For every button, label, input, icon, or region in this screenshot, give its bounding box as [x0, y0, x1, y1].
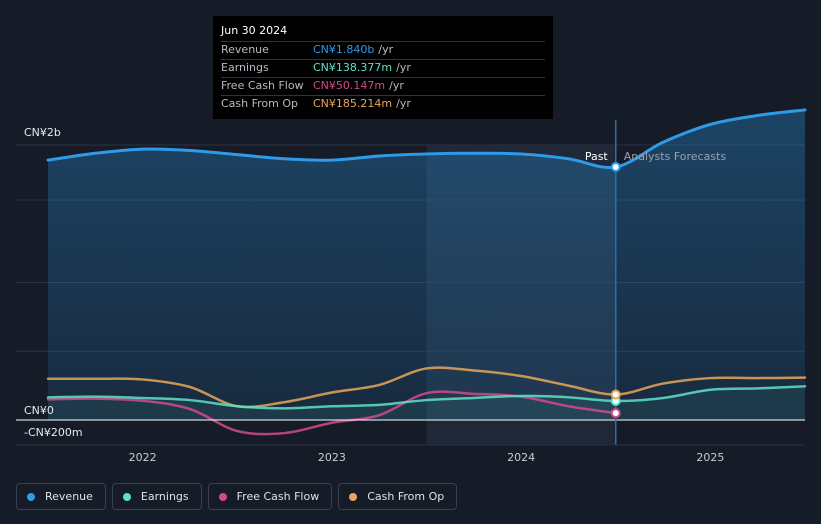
- tooltip-label: Revenue: [221, 43, 269, 56]
- tooltip-row-fcf: Free Cash Flow CN¥50.147m /yr: [221, 77, 545, 95]
- tooltip-unit: /yr: [389, 79, 404, 92]
- highlight-point-revenue: [610, 162, 621, 172]
- tooltip-label: Cash From Op: [221, 97, 299, 110]
- y-tick-label: CN¥0: [24, 404, 54, 417]
- past-label: Past: [585, 150, 609, 163]
- tooltip-row-earnings: Earnings CN¥138.377m /yr: [221, 59, 545, 77]
- tooltip-row-revenue: Revenue CN¥1.840b /yr: [221, 41, 545, 59]
- highlight-point-cfo: [610, 389, 621, 400]
- tooltip-unit: /yr: [378, 43, 394, 56]
- earnings-dot-icon: [122, 492, 131, 501]
- tooltip-label: Free Cash Flow: [221, 79, 304, 92]
- legend-item-free-cash-flow[interactable]: Free Cash Flow: [207, 483, 333, 510]
- series-line-revenue: [46, 108, 807, 170]
- legend-label: Free Cash Flow: [236, 490, 320, 503]
- legend-item-revenue[interactable]: Revenue: [16, 483, 106, 510]
- legend-label: Cash From Op: [367, 490, 445, 503]
- legend-item-cash-from-op[interactable]: Cash From Op: [338, 483, 458, 510]
- legend-item-earnings[interactable]: Earnings: [111, 483, 202, 510]
- legend-label: Revenue: [45, 490, 93, 503]
- tooltip-value: CN¥1.840b: [313, 43, 375, 56]
- tooltip-value: CN¥50.147m: [313, 79, 386, 92]
- x-tick-label: 2025: [696, 451, 724, 464]
- tooltip-label: Earnings: [221, 61, 269, 74]
- highlight-point-fcf: [610, 408, 621, 419]
- tooltip-unit: /yr: [396, 97, 411, 110]
- x-tick-label: 2022: [129, 451, 157, 464]
- y-tick-label: -CN¥200m: [24, 426, 83, 439]
- fcf-dot-icon: [218, 492, 227, 501]
- tooltip-unit: /yr: [396, 61, 411, 74]
- series-line-cfo: [46, 366, 807, 409]
- y-tick-label: CN¥2b: [24, 126, 61, 139]
- tooltip: Jun 30 2024 Revenue CN¥1.840b /yr Earnin…: [213, 16, 553, 119]
- x-tick-label: 2024: [507, 451, 535, 464]
- legend-label: Earnings: [140, 490, 189, 503]
- revenue-dot-icon: [27, 492, 35, 501]
- tooltip-value: CN¥138.377m: [313, 61, 393, 74]
- series-line-earnings: [46, 385, 807, 410]
- tooltip-value: CN¥185.214m: [313, 97, 393, 110]
- x-tick-label: 2023: [318, 451, 346, 464]
- forecast-label: Analysts Forecasts: [624, 150, 727, 163]
- legend: Revenue Earnings Free Cash Flow Cash Fro…: [16, 483, 458, 510]
- tooltip-date: Jun 30 2024: [221, 24, 288, 37]
- cfo-dot-icon: [349, 492, 358, 501]
- tooltip-row-cfo: Cash From Op CN¥185.214m /yr: [221, 95, 545, 113]
